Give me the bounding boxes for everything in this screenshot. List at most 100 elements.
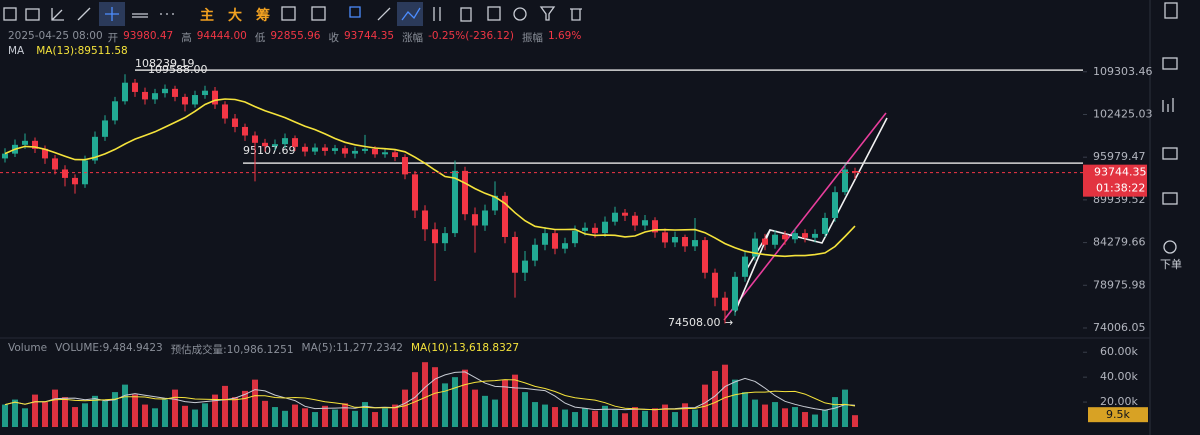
candle-body <box>322 147 328 151</box>
candle-body <box>812 233 818 238</box>
volume-bar <box>772 402 778 427</box>
volume-bar <box>822 409 828 427</box>
candle-body <box>122 82 128 102</box>
volume-bar <box>532 402 538 427</box>
volume-bar <box>292 404 298 427</box>
volume-bar <box>662 404 668 427</box>
candle-body <box>612 212 618 222</box>
volume-bar <box>52 389 58 427</box>
candle-body <box>52 158 58 170</box>
candle-body <box>582 227 588 231</box>
volume-bar <box>402 389 408 427</box>
candle-body <box>482 210 488 226</box>
volume-bar <box>162 399 168 427</box>
date: 2025-04-25 08:00 <box>8 30 103 42</box>
volume-text: MA(5):11,277.2342 <box>301 342 403 354</box>
y-tick-label: 78975.98 <box>1093 278 1146 291</box>
volume-bar <box>42 402 48 427</box>
candle-body <box>742 256 748 277</box>
sidebar[interactable] <box>1149 0 1178 435</box>
volume-bar <box>142 404 148 427</box>
volume-bar <box>492 399 498 427</box>
ma-name: MA <box>8 45 25 57</box>
toolbar-icons[interactable] <box>3 2 582 26</box>
candle-body <box>832 192 838 218</box>
volume-bar <box>752 399 758 427</box>
toolbar-label[interactable]: 筹 <box>256 8 270 24</box>
candle-body <box>152 93 158 100</box>
volume-bar <box>312 412 318 427</box>
volume-bar <box>412 372 418 427</box>
candle-body <box>302 146 308 152</box>
volume-bar <box>852 415 858 427</box>
volume-bar <box>482 395 488 427</box>
volume-bar <box>422 362 428 427</box>
candle-body <box>492 195 498 211</box>
candle-body <box>672 236 678 243</box>
volume-bar <box>82 403 88 427</box>
last-volume: 9.5k <box>1106 408 1130 421</box>
volume-bar <box>2 404 8 427</box>
candle-body <box>142 91 148 100</box>
last-price: 93744.35 <box>1094 166 1147 179</box>
candle-body <box>792 233 798 240</box>
candle-body <box>852 171 858 173</box>
candle-body <box>782 234 788 240</box>
volume-bar <box>432 367 438 427</box>
volume-title: Volume <box>8 342 48 354</box>
candle-body <box>722 297 728 311</box>
candle-body <box>422 210 428 230</box>
y-tick-label: 20.00k <box>1100 395 1138 408</box>
volume-bar <box>302 408 308 427</box>
volume-bar <box>182 405 188 427</box>
order-button[interactable]: 下单 <box>1160 258 1182 271</box>
ma-line <box>4 98 856 258</box>
volume-bar <box>562 409 568 427</box>
volume-ma-line <box>4 379 856 411</box>
volume-text: 预估成交量:10,986.1251 <box>170 344 294 356</box>
volume-bar <box>762 404 768 427</box>
volume-bar <box>632 407 638 427</box>
candle-body <box>632 215 638 226</box>
field-label: 涨幅 <box>402 32 424 44</box>
candle-body <box>522 260 528 273</box>
candle-body <box>762 238 768 245</box>
toolbar-label[interactable]: 大 <box>228 8 242 24</box>
candle-body <box>272 144 278 147</box>
volume-bar <box>92 395 98 427</box>
candle-body <box>662 232 668 243</box>
candle-body <box>342 148 348 154</box>
candle-body <box>392 152 398 158</box>
field-value: 93980.47 <box>123 30 174 42</box>
candle-body <box>842 169 848 193</box>
toolbar-labels[interactable]: 主 大 筹 <box>200 5 270 25</box>
candle-body <box>682 236 688 247</box>
volume-text: VOLUME:9,484.9423 <box>55 342 163 354</box>
volume-bar <box>792 407 798 427</box>
y-tick-label: 40.00k <box>1100 370 1138 383</box>
volume-bar <box>72 407 78 427</box>
candle-body <box>472 214 478 226</box>
y-tick-label: 102425.03 <box>1093 107 1153 120</box>
annotation: 74508.00 → <box>668 316 733 329</box>
volume-bar <box>742 392 748 427</box>
y-tick-label: 84279.66 <box>1093 236 1146 249</box>
field-value: 94444.00 <box>196 30 247 42</box>
candle-body <box>752 238 758 257</box>
candle-body <box>112 101 118 121</box>
candle-body <box>532 244 538 261</box>
volume-bar <box>362 402 368 427</box>
volume-bar <box>692 409 698 427</box>
volume-bar <box>622 413 628 427</box>
trend-drawings[interactable] <box>723 112 888 321</box>
candle-body <box>602 221 608 234</box>
toolbar-label[interactable]: 主 <box>200 8 214 24</box>
candle-body <box>692 240 698 247</box>
candle-body <box>362 148 368 151</box>
volume-bar <box>192 409 198 427</box>
candle-body <box>62 169 68 178</box>
candle-body <box>442 233 448 244</box>
volume-bar <box>372 412 378 427</box>
